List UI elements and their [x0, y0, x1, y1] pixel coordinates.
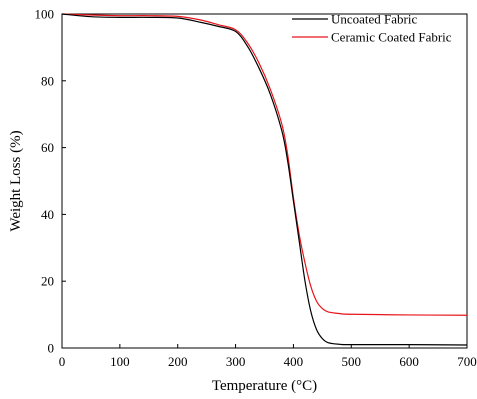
y-tick-label: 80	[41, 73, 54, 88]
y-axis-title: Weight Loss (%)	[8, 130, 24, 231]
x-tick-label: 100	[110, 354, 130, 369]
x-axis-title: Temperature (°C)	[212, 378, 317, 394]
x-tick-label: 0	[59, 354, 66, 369]
series-layer	[61, 13, 468, 346]
y-tick-label: 20	[41, 274, 54, 289]
y-axis: 0 20 40 60 80 100	[35, 7, 66, 356]
legend-label-uncoated: Uncoated Fabric	[331, 12, 418, 27]
x-tick-label: 200	[168, 354, 188, 369]
y-tick-label: 40	[41, 207, 54, 222]
plot-border	[61, 13, 468, 349]
x-tick-label: 600	[399, 354, 419, 369]
y-tick-label: 0	[48, 341, 55, 356]
legend: Uncoated Fabric Ceramic Coated Fabric	[292, 12, 452, 45]
legend-label-ceramic-coated: Ceramic Coated Fabric	[331, 30, 452, 45]
x-tick-label: 300	[226, 354, 246, 369]
x-tick-label: 700	[457, 354, 477, 369]
x-tick-label: 400	[284, 354, 304, 369]
series-line-ceramic-coated	[61, 13, 468, 316]
plot-area	[61, 13, 468, 349]
y-tick-label: 60	[41, 140, 54, 155]
x-axis: 0 100 200 300 400 500 600 700	[59, 344, 477, 369]
x-tick-label: 500	[342, 354, 362, 369]
y-tick-label: 100	[35, 7, 55, 22]
series-line-uncoated	[61, 13, 468, 346]
